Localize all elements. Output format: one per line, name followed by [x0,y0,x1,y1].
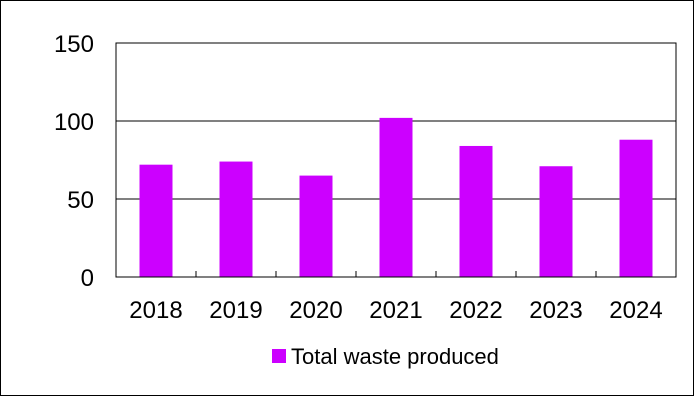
bars [139,117,653,277]
bar-2018 [139,164,173,277]
bar-2020 [299,175,333,277]
plot-area [115,42,677,278]
y-tick-label-150: 150 [54,31,94,58]
x-tick-marks [195,271,597,277]
bar-2024 [619,139,653,277]
y-axis-labels: 0 50 100 150 [54,31,94,292]
legend-swatch [272,349,286,363]
x-axis-labels: 2018 2019 2020 2021 2022 2023 2024 [129,297,662,324]
x-tick-label-2020: 2020 [289,297,342,324]
legend: Total waste produced [272,344,499,369]
bar-2022 [459,145,493,277]
y-tick-label-0: 0 [81,265,94,292]
y-tick-label-100: 100 [54,109,94,136]
bar-2021 [379,117,413,277]
legend-label: Total waste produced [291,344,499,369]
x-tick-label-2022: 2022 [449,297,502,324]
x-tick-label-2021: 2021 [369,297,422,324]
bar-2019 [219,161,253,277]
x-tick-label-2023: 2023 [529,297,582,324]
x-tick-label-2024: 2024 [609,297,662,324]
x-tick-label-2018: 2018 [129,297,182,324]
bar-2023 [539,166,573,277]
x-tick-label-2019: 2019 [209,297,262,324]
y-tick-label-50: 50 [67,187,94,214]
